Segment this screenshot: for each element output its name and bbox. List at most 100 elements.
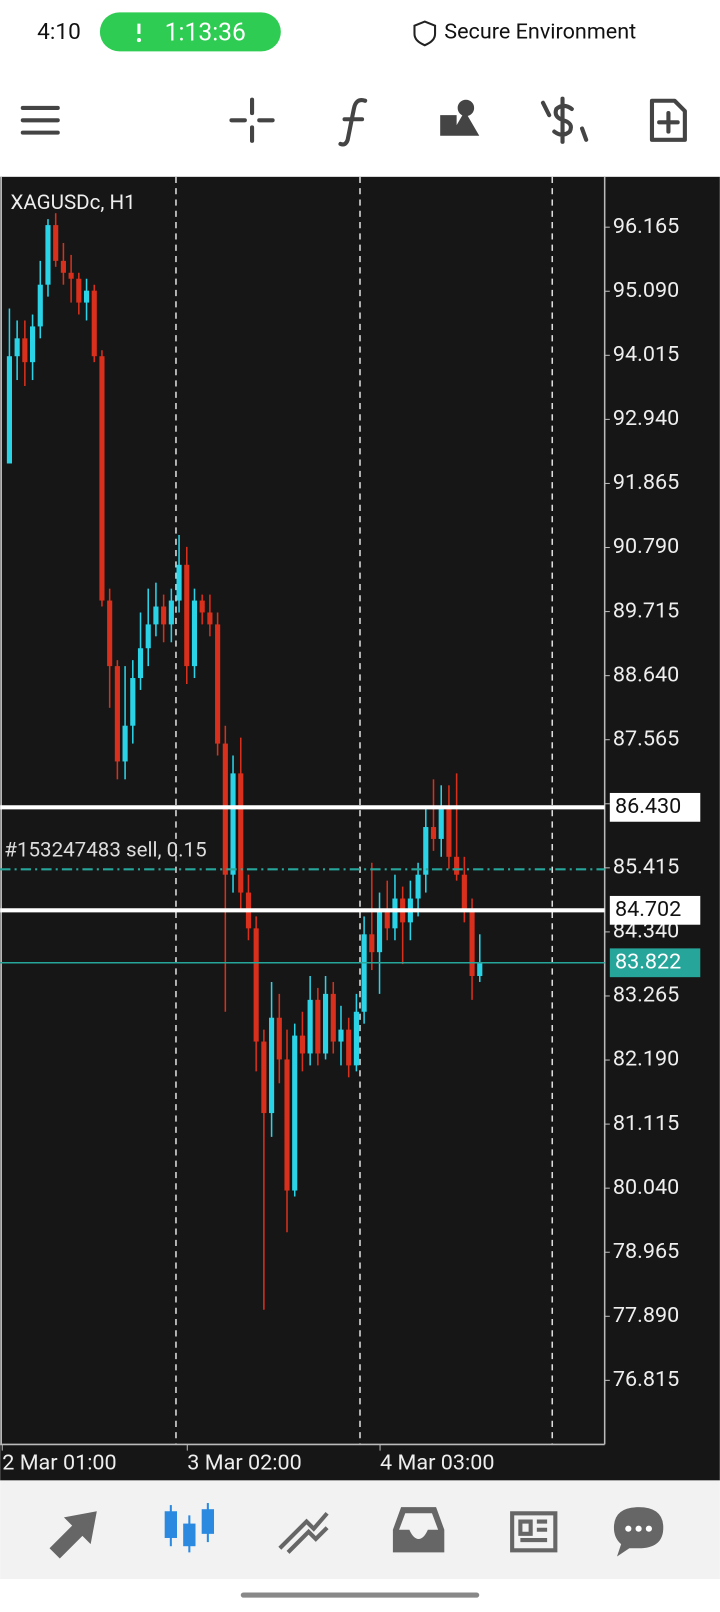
candle-body xyxy=(346,1029,352,1066)
candle-body xyxy=(14,338,20,357)
candle-body xyxy=(261,1041,267,1114)
new-order-icon[interactable] xyxy=(649,98,687,142)
trade-tab-icon[interactable] xyxy=(278,1511,329,1554)
candle-body xyxy=(114,666,120,762)
chat-dot xyxy=(625,1525,632,1532)
candle-body xyxy=(276,1017,282,1060)
candle-body xyxy=(83,290,90,303)
y-tick-label: 82.190 xyxy=(613,1047,679,1072)
candle-body xyxy=(469,910,475,977)
x-tick-label: 3 Mar 02:00 xyxy=(187,1451,301,1476)
candle-body xyxy=(307,999,313,1054)
candle-body xyxy=(137,648,144,679)
y-tick-label: 83.265 xyxy=(613,983,679,1008)
candle-body xyxy=(423,827,429,875)
candle-body xyxy=(230,773,236,875)
candle-body xyxy=(99,356,105,601)
y-tick-label: 96.165 xyxy=(613,214,679,239)
chat-dot xyxy=(635,1525,642,1532)
bottom-nav-icons xyxy=(49,1503,664,1559)
candle-body xyxy=(330,993,336,1042)
timer-text: 1:13:36 xyxy=(165,18,246,47)
candle-body xyxy=(430,827,437,839)
shield-icon xyxy=(413,20,437,47)
y-tick-label: 95.090 xyxy=(613,278,679,303)
candle-body xyxy=(53,225,59,261)
menu-icon[interactable] xyxy=(20,105,60,135)
y-tick-label: 94.015 xyxy=(613,342,679,367)
candle-body xyxy=(338,1029,344,1042)
quotes-icon[interactable] xyxy=(49,1511,97,1559)
current-price-label: 83.822 xyxy=(615,949,681,974)
candle-body xyxy=(322,993,329,1054)
candle-body xyxy=(353,1011,359,1066)
candle-body xyxy=(361,934,367,1012)
candle-body xyxy=(37,284,43,327)
candle-body xyxy=(253,928,259,1042)
y-tick-label: 77.890 xyxy=(613,1303,679,1328)
level-label: 84.702 xyxy=(615,897,681,922)
crosshair-icon[interactable] xyxy=(229,97,275,143)
candle-body xyxy=(376,910,383,953)
candle-body xyxy=(68,272,74,279)
symbol-label: XAGUSDc, H1 xyxy=(10,191,135,215)
candle-body xyxy=(454,856,460,875)
x-tick-label: 4 Mar 03:00 xyxy=(380,1451,494,1476)
candle-body xyxy=(161,606,167,625)
chat-dot xyxy=(645,1525,652,1532)
y-tick-label: 80.040 xyxy=(613,1175,679,1200)
trade-icon[interactable] xyxy=(540,96,589,144)
timer-icon-dot xyxy=(136,38,142,43)
chart-tab-icon[interactable] xyxy=(164,1503,215,1553)
candle-body xyxy=(238,773,244,893)
x-tick-label: 2 Mar 01:00 xyxy=(2,1451,116,1476)
candle-body xyxy=(477,962,483,977)
y-tick-label: 85.415 xyxy=(613,855,679,880)
objects-icon[interactable] xyxy=(440,111,480,136)
y-tick-label: 78.965 xyxy=(613,1239,679,1264)
candle-body xyxy=(446,809,452,857)
bottom-nav xyxy=(0,1480,720,1580)
function-icon[interactable] xyxy=(338,98,368,147)
candle-body xyxy=(184,564,190,667)
status-time: 4:10 xyxy=(37,18,81,45)
y-tick-label: 88.640 xyxy=(613,662,679,687)
security-text: Secure Environment xyxy=(444,20,636,45)
objects-icon-dot xyxy=(457,99,475,117)
y-tick-label: 91.865 xyxy=(613,470,679,495)
candle-body xyxy=(315,999,321,1054)
candle-body xyxy=(107,600,113,667)
period-separators xyxy=(175,176,554,1445)
candle-body xyxy=(299,1035,305,1054)
home-indicator xyxy=(240,1592,480,1598)
candle-body xyxy=(369,934,375,953)
candle-body xyxy=(269,1017,275,1114)
candle-body xyxy=(130,678,136,726)
candle-body xyxy=(191,600,198,667)
candle-body xyxy=(392,898,398,929)
y-tick-label: 92.940 xyxy=(613,406,679,431)
level-label-bg xyxy=(609,792,701,822)
timer-pill[interactable] xyxy=(99,12,281,52)
candle-body xyxy=(284,1059,290,1191)
candle-body xyxy=(153,606,159,625)
y-tick-label: 76.815 xyxy=(613,1367,679,1392)
candle-body xyxy=(384,910,390,929)
candle-body xyxy=(207,612,213,625)
y-tick-label: 81.115 xyxy=(613,1111,679,1136)
candle-body xyxy=(168,600,174,625)
current-price-bg xyxy=(609,948,701,978)
candle-body xyxy=(438,809,444,839)
candle-body xyxy=(29,326,36,363)
y-tick-label: 90.790 xyxy=(613,534,679,559)
candle-body xyxy=(215,624,221,744)
candle-body xyxy=(76,278,82,303)
y-tick-label: 87.565 xyxy=(613,726,679,751)
candle-body xyxy=(145,624,151,649)
history-icon[interactable] xyxy=(392,1507,445,1553)
news-icon[interactable] xyxy=(510,1511,558,1553)
toolbar xyxy=(20,96,687,147)
candle-body xyxy=(415,874,421,899)
order-label: #153247483 sell, 0.15 xyxy=(4,838,206,862)
